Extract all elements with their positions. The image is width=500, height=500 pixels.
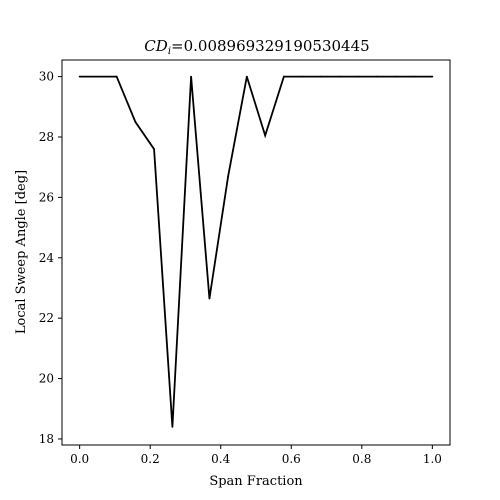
x-tick-label: 0.8 <box>352 452 371 466</box>
x-tick-label: 0.6 <box>282 452 301 466</box>
x-axis-label: Span Fraction <box>209 474 303 489</box>
x-tick-label: 0.0 <box>70 452 89 466</box>
data-points <box>78 75 434 428</box>
data-point <box>301 75 304 78</box>
data-point <box>78 75 81 78</box>
data-point <box>320 75 322 78</box>
data-point <box>338 75 341 78</box>
data-point <box>134 121 137 123</box>
chart-title-value: =0.008969329190530445 <box>171 37 370 55</box>
data-point <box>357 75 359 78</box>
x-tick-label: 0.2 <box>141 452 160 466</box>
y-tick-label: 24 <box>39 251 55 265</box>
y-tick-label: 18 <box>39 432 54 446</box>
y-tick-label: 28 <box>39 130 54 144</box>
chart-title-subscript: i <box>168 46 171 57</box>
x-tick-label: 0.4 <box>211 452 230 466</box>
x-tick-label: 1.0 <box>423 452 442 466</box>
y-axis-label: Local Sweep Angle [deg] <box>14 170 29 334</box>
data-point <box>282 75 285 78</box>
plot-frame <box>61 59 451 446</box>
data-point <box>245 75 248 78</box>
data-point <box>190 75 192 78</box>
data-point <box>394 75 397 78</box>
y-tick-label: 22 <box>39 311 54 325</box>
data-point <box>431 75 434 78</box>
data-point <box>227 175 230 178</box>
chart-title: CDi=0.008969329190530445 <box>144 37 369 57</box>
data-point <box>153 148 155 150</box>
data-point <box>171 425 174 428</box>
y-tick-label: 20 <box>39 372 54 386</box>
y-tick-label: 26 <box>39 190 54 204</box>
y-axis-ticks: 18 20 22 24 26 28 30 <box>39 70 62 446</box>
data-point <box>412 75 415 78</box>
y-tick-label: 30 <box>39 70 54 84</box>
data-point <box>375 75 378 78</box>
data-point <box>208 297 211 300</box>
x-axis-ticks: 0.0 0.2 0.4 0.6 0.8 1.0 <box>70 445 442 466</box>
data-point <box>264 134 267 137</box>
chart-title-math: CD <box>144 37 168 55</box>
data-point <box>115 75 118 78</box>
